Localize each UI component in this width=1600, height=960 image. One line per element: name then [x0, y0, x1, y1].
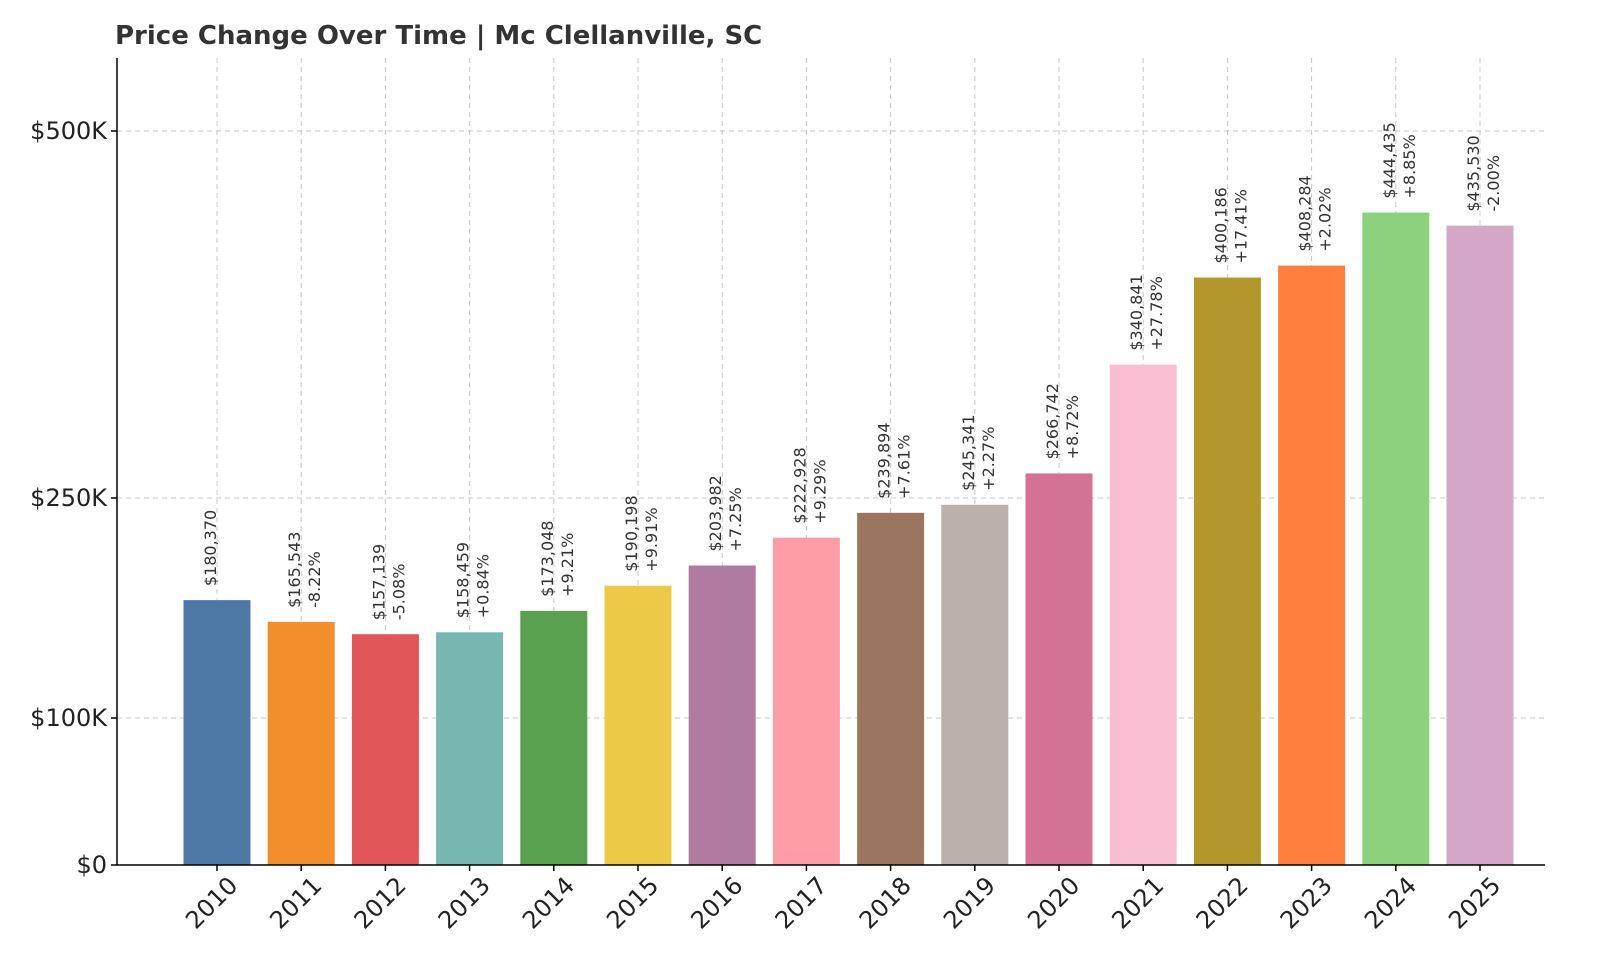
bar-value-label: $180,370 [201, 510, 220, 586]
axis-layer [111, 58, 1545, 871]
bar-value-label: $444,435 [1380, 122, 1399, 198]
x-tick-label: 2020 [1022, 871, 1085, 934]
bar-2010 [183, 600, 251, 865]
x-tick-label: 2019 [938, 871, 1001, 934]
bar-value-label: $340,841 [1127, 274, 1146, 350]
x-tick-label: 2025 [1443, 871, 1506, 934]
y-tick-label: $500K [30, 117, 108, 145]
x-tick-label: 2023 [1275, 871, 1338, 934]
y-tick-label: $250K [30, 484, 108, 512]
bar-change-label: +2.27% [979, 427, 998, 491]
bar-value-label: $165,543 [285, 532, 304, 608]
x-tick-label: 2013 [433, 871, 496, 934]
bar-change-label: +9.91% [642, 507, 661, 571]
bar-2019 [941, 504, 1009, 865]
bar-value-label: $400,186 [1211, 187, 1230, 263]
bar-2015 [604, 585, 672, 865]
bar-2023 [1278, 265, 1346, 865]
bar-value-label: $435,530 [1464, 135, 1483, 211]
bar-change-label: -2.00% [1484, 155, 1503, 212]
bar-change-label: +27.78% [1147, 276, 1166, 350]
bar-2011 [267, 621, 335, 865]
bar-2021 [1109, 364, 1177, 865]
bar-change-label: -8.22% [305, 551, 324, 608]
bar-2022 [1193, 277, 1261, 865]
bar-value-label: $190,198 [622, 495, 641, 571]
x-tick-label: 2018 [854, 871, 917, 934]
bar-change-label: +8.85% [1400, 134, 1419, 198]
bar-change-label: +8.72% [1063, 395, 1082, 459]
y-tick-label: $0 [76, 851, 107, 879]
x-tick-label: 2015 [601, 871, 664, 934]
bar-value-label: $266,742 [1043, 383, 1062, 459]
bar-value-label: $245,341 [959, 414, 978, 490]
x-tick-label: 2022 [1191, 871, 1254, 934]
x-tick-label: 2021 [1106, 871, 1169, 934]
x-tick-label: 2011 [264, 871, 327, 934]
x-tick-label: 2024 [1359, 871, 1422, 934]
bar-change-label: +7.61% [895, 435, 914, 499]
bar-change-label: +9.21% [558, 533, 577, 597]
bar-change-label: +0.84% [474, 554, 493, 618]
x-tick-label: 2014 [517, 871, 580, 934]
bar-value-label: $173,048 [538, 521, 557, 597]
bar-2025 [1446, 225, 1514, 865]
bar-2012 [351, 634, 419, 865]
bar-change-label: +2.02% [1316, 187, 1335, 251]
bar-value-label: $239,894 [875, 422, 894, 498]
x-tick-label: 2012 [349, 871, 412, 934]
bar-2013 [436, 632, 504, 865]
bar-change-label: +17.41% [1231, 189, 1250, 263]
x-tick-label: 2017 [770, 871, 833, 934]
bar-2017 [772, 537, 840, 865]
bar-change-label: -5.08% [389, 564, 408, 621]
bar-change-label: +7.25% [726, 487, 745, 551]
bar-value-label: $203,982 [706, 475, 725, 551]
bar-2024 [1362, 212, 1430, 865]
bar-value-label: $158,459 [454, 542, 473, 618]
bar-2018 [857, 512, 925, 865]
chart-title: Price Change Over Time | Mc Clellanville… [115, 21, 762, 51]
bar-2016 [688, 565, 756, 865]
bar-change-label: +9.29% [810, 459, 829, 523]
bar-value-label: $157,139 [369, 544, 388, 620]
y-tick-label: $100K [30, 704, 108, 732]
x-tick-label: 2016 [685, 871, 748, 934]
bar-2020 [1025, 473, 1093, 865]
x-tick-label: 2010 [180, 871, 243, 934]
bar-2014 [520, 610, 588, 865]
bar-layer [183, 212, 1514, 865]
bar-value-label: $222,928 [790, 447, 809, 523]
bar-value-label: $408,284 [1296, 175, 1315, 251]
